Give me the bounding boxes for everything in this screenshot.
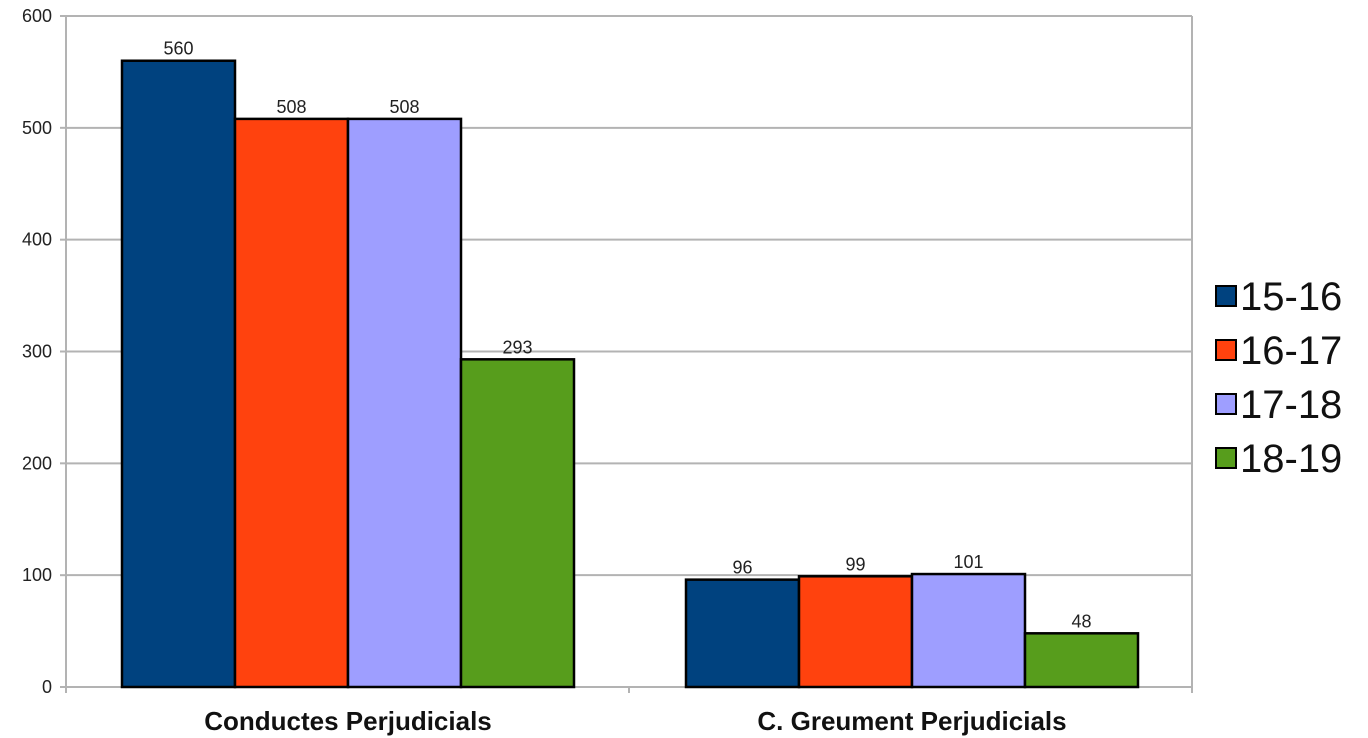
- y-tick-label: 200: [22, 453, 52, 473]
- bar-18-19-conductes: [459, 358, 576, 689]
- y-tick-label: 0: [42, 677, 52, 697]
- bar-15-16-conductes: [120, 59, 237, 689]
- data-label: 101: [953, 552, 983, 572]
- bar-15-16-greument: [684, 578, 801, 689]
- bar-18-19-greument: [1023, 632, 1140, 689]
- legend-label: 18-19: [1240, 437, 1342, 481]
- data-label: 508: [276, 97, 306, 117]
- legend: 15-16 16-17 17-18 18-19: [1215, 275, 1342, 481]
- data-label: 99: [845, 554, 865, 574]
- y-tick-label: 600: [22, 6, 52, 26]
- data-label: 293: [502, 337, 532, 357]
- legend-swatch-18-19: [1215, 447, 1237, 469]
- data-label: 560: [163, 39, 193, 59]
- data-label: 48: [1071, 611, 1091, 631]
- y-tick-label: 500: [22, 118, 52, 138]
- data-label: 508: [389, 97, 419, 117]
- bar-17-18-greument: [910, 572, 1027, 689]
- y-tick-label: 400: [22, 230, 52, 250]
- legend-label: 17-18: [1240, 383, 1342, 427]
- category-label: Conductes Perjudicials: [204, 706, 492, 736]
- bar-16-17-greument: [797, 575, 914, 689]
- legend-swatch-16-17: [1215, 339, 1237, 361]
- legend-label: 16-17: [1240, 329, 1342, 373]
- data-labels: 560 508 508 293 Conductes Perjudicials 96 99 10…: [163, 39, 1091, 736]
- legend-label: 15-16: [1240, 275, 1342, 319]
- legend-swatch-15-16: [1215, 285, 1237, 307]
- category-label: C. Greument Perjudicials: [757, 706, 1066, 736]
- legend-swatch-17-18: [1215, 393, 1237, 415]
- data-label: 96: [732, 558, 752, 578]
- y-tick-label: 300: [22, 342, 52, 362]
- bar-17-18-conductes: [346, 117, 463, 689]
- bars: [120, 59, 1140, 689]
- y-tick-label: 100: [22, 565, 52, 585]
- bar-16-17-conductes: [233, 117, 350, 689]
